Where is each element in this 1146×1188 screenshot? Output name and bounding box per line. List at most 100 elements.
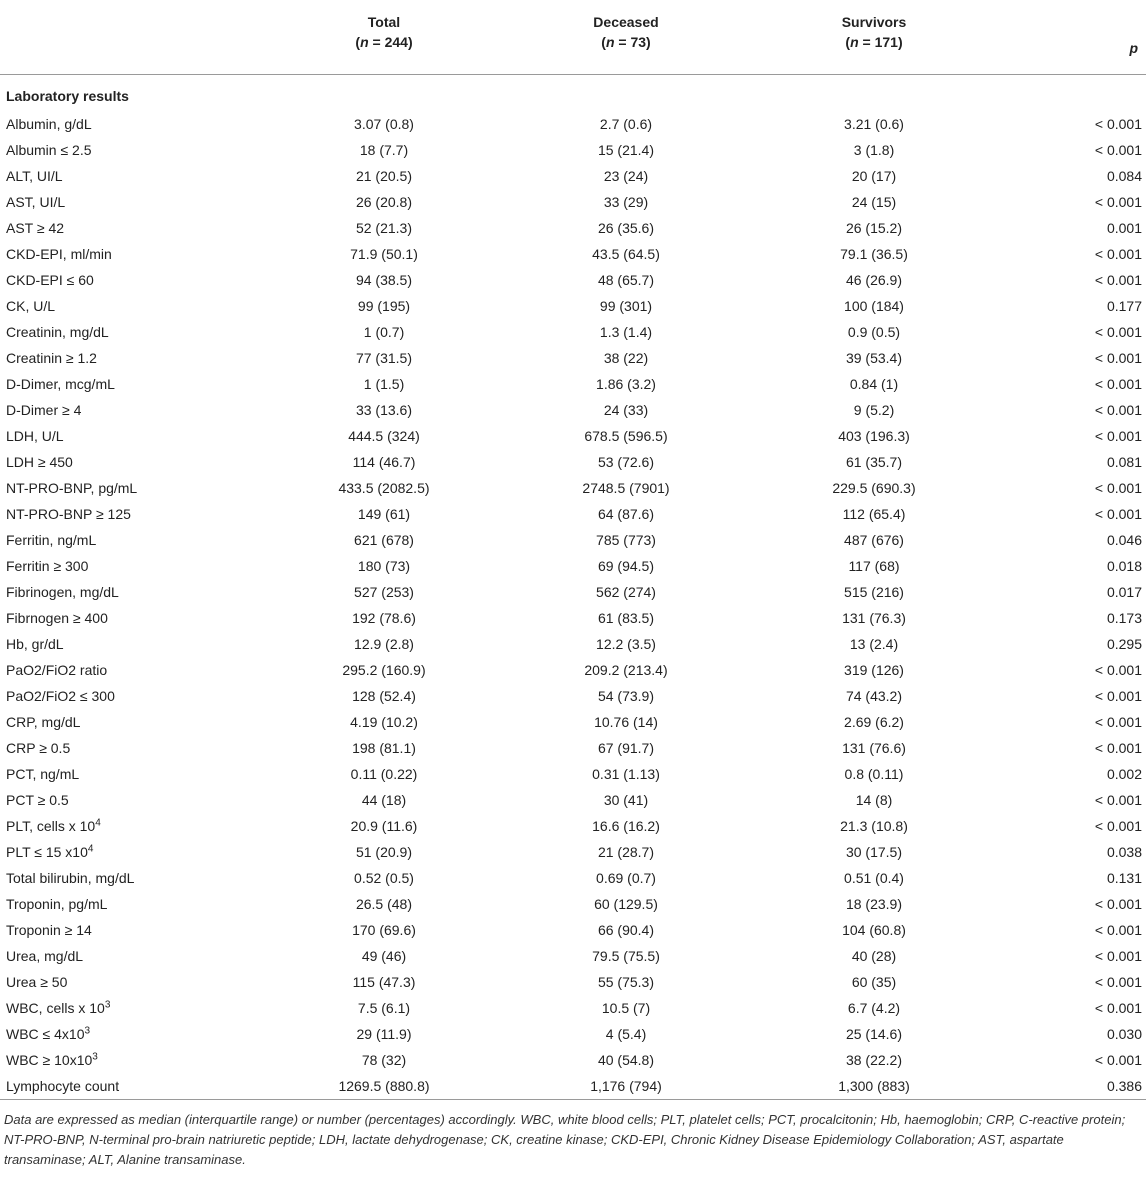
cell-total: 94 (38.5): [355, 272, 413, 288]
row-label-text: CRP, mg/dL: [6, 714, 81, 730]
cell-deceased: 0.69 (0.7): [596, 870, 656, 886]
cell-p-value: < 0.001: [1094, 922, 1142, 938]
row-label: WBC, cells x 103: [0, 995, 272, 1021]
cell-p-value: < 0.001: [1094, 116, 1142, 132]
cell-survivors: 3 (1.8): [853, 142, 895, 158]
cell-deceased: 10.5 (7): [601, 1000, 651, 1016]
cell-total: 170 (69.6): [352, 922, 416, 938]
cell-deceased: 67 (91.7): [597, 740, 655, 756]
row-label-text: PaO2/FiO2 ratio: [6, 662, 108, 678]
table-row: PaO2/FiO2 ≤ 300 128 (52.4) 54 (73.9) 74 (43…: [0, 683, 1146, 709]
row-label: Total bilirubin, mg/dL: [0, 865, 272, 891]
cell-deceased: 99 (301): [599, 298, 653, 314]
cell-survivors: 117 (68): [848, 558, 900, 574]
cell-survivors: 131 (76.3): [842, 610, 906, 626]
cell-total: 33 (13.6): [355, 402, 413, 418]
cell-survivors: 60 (35): [851, 974, 897, 990]
section-row: Laboratory results: [0, 75, 1146, 112]
cell-survivors: 30 (17.5): [845, 844, 903, 860]
row-label: Albumin, g/dL: [0, 111, 272, 137]
cell-survivors: 0.9 (0.5): [847, 324, 901, 340]
table-row: LDH ≥ 450 114 (46.7) 53 (72.6) 61 (35.7) 0.0…: [0, 449, 1146, 475]
row-label: Lymphocyte count: [0, 1073, 272, 1100]
row-label: WBC ≥ 10x103: [0, 1047, 272, 1073]
table-row: CKD-EPI, ml/min 71.9 (50.1) 43.5 (64.5) 79.…: [0, 241, 1146, 267]
row-label-exponent: 3: [104, 999, 111, 1011]
header-survivors: Survivors: [841, 14, 907, 30]
table-row: CRP ≥ 0.5 198 (81.1) 67 (91.7) 131 (76.6) < …: [0, 735, 1146, 761]
table-row: LDH, U/L 444.5 (324) 678.5 (596.5) 403 (196…: [0, 423, 1146, 449]
cell-survivors: 13 (2.4): [849, 636, 899, 652]
cell-survivors: 0.84 (1): [849, 376, 899, 392]
cell-deceased: 1.3 (1.4): [599, 324, 653, 340]
table-row: PaO2/FiO2 ratio 295.2 (160.9) 209.2 (213.4…: [0, 657, 1146, 683]
cell-p-value: 0.173: [1106, 610, 1142, 626]
cell-deceased: 1.86 (3.2): [596, 376, 656, 392]
total-n-text: (n = 244): [355, 34, 413, 50]
cell-total: 49 (46): [361, 948, 407, 964]
cell-total: 71.9 (50.1): [350, 246, 418, 262]
cell-deceased: 48 (65.7): [597, 272, 655, 288]
row-label-text: PCT, ng/mL: [6, 766, 80, 782]
cell-survivors: 0.51 (0.4): [844, 870, 904, 886]
cell-survivors: 21.3 (10.8): [840, 818, 908, 834]
header-deceased: Deceased: [593, 14, 659, 30]
cell-survivors: 515 (216): [844, 584, 904, 600]
row-label: AST, UI/L: [0, 189, 272, 215]
row-label: CK, U/L: [0, 293, 272, 319]
cell-total: 21 (20.5): [355, 168, 413, 184]
cell-deceased: 15 (21.4): [597, 142, 655, 158]
laboratory-results-table: Total Deceased Survivors (n = 244) (n = …: [0, 14, 1146, 1100]
row-label-text: Albumin, g/dL: [6, 116, 92, 132]
table-row: Hb, gr/dL 12.9 (2.8) 12.2 (3.5) 13 (2.4) 0.2…: [0, 631, 1146, 657]
cell-survivors: 3.21 (0.6): [844, 116, 904, 132]
row-label-text: D-Dimer, mcg/mL: [6, 376, 115, 392]
row-label: Ferritin ≥ 300: [0, 553, 272, 579]
cell-deceased: 23 (24): [603, 168, 649, 184]
row-label: PLT ≤ 15 x104: [0, 839, 272, 865]
cell-survivors: 319 (126): [844, 662, 904, 678]
section-title: Laboratory results: [6, 88, 129, 104]
cell-p-value: < 0.001: [1094, 194, 1142, 210]
table-row: Albumin, g/dL 3.07 (0.8) 2.7 (0.6) 3.21 (0.…: [0, 111, 1146, 137]
cell-deceased: 21 (28.7): [597, 844, 655, 860]
table-row: PCT, ng/mL 0.11 (0.22) 0.31 (1.13) 0.8 (0.1…: [0, 761, 1146, 787]
table-row: Ferritin, ng/mL 621 (678) 785 (773) 487 (67…: [0, 527, 1146, 553]
table-row: Troponin, pg/mL 26.5 (48) 60 (129.5) 18 (23…: [0, 891, 1146, 917]
cell-p-value: 0.177: [1106, 298, 1142, 314]
cell-deceased: 30 (41): [603, 792, 649, 808]
cell-total: 18 (7.7): [359, 142, 409, 158]
table-row: AST ≥ 42 52 (21.3) 26 (35.6) 26 (15.2) 0.001: [0, 215, 1146, 241]
cell-deceased: 53 (72.6): [597, 454, 655, 470]
cell-deceased: 24 (33): [603, 402, 649, 418]
cell-deceased: 61 (83.5): [597, 610, 655, 626]
row-label: PLT, cells x 104: [0, 813, 272, 839]
header-p: p: [992, 34, 1146, 75]
table-row: WBC ≥ 10x103 78 (32) 40 (54.8) 38 (22.2) < 0…: [0, 1047, 1146, 1073]
table-row: Albumin ≤ 2.5 18 (7.7) 15 (21.4) 3 (1.8) < 0…: [0, 137, 1146, 163]
cell-deceased: 54 (73.9): [597, 688, 655, 704]
row-label: PCT, ng/mL: [0, 761, 272, 787]
table-row: Troponin ≥ 14 170 (69.6) 66 (90.4) 104 (60.…: [0, 917, 1146, 943]
row-label-text: AST, UI/L: [6, 194, 66, 210]
row-label: Creatinin, mg/dL: [0, 319, 272, 345]
cell-p-value: 0.001: [1106, 220, 1142, 236]
row-label-text: NT-PRO-BNP, pg/mL: [6, 480, 138, 496]
cell-deceased: 0.31 (1.13): [592, 766, 660, 782]
table-row: Total bilirubin, mg/dL 0.52 (0.5) 0.69 (0.…: [0, 865, 1146, 891]
row-label-text: D-Dimer ≥ 4: [6, 402, 82, 418]
cell-p-value: < 0.001: [1094, 896, 1142, 912]
row-label-text: CKD-EPI ≤ 60: [6, 272, 94, 288]
row-label-exponent: 4: [87, 843, 94, 855]
row-label: CKD-EPI ≤ 60: [0, 267, 272, 293]
table-row: NT-PRO-BNP, pg/mL 433.5 (2082.5) 2748.5 (7…: [0, 475, 1146, 501]
cell-deceased: 66 (90.4): [597, 922, 655, 938]
cell-p-value: < 0.001: [1094, 662, 1142, 678]
row-label-text: WBC ≤ 4x10: [6, 1026, 85, 1042]
cell-deceased: 79.5 (75.5): [592, 948, 660, 964]
cell-p-value: < 0.001: [1094, 1052, 1142, 1068]
cell-total: 12.9 (2.8): [354, 636, 414, 652]
cell-total: 180 (73): [357, 558, 411, 574]
row-label-text: Urea, mg/dL: [6, 948, 84, 964]
cell-p-value: < 0.001: [1094, 376, 1142, 392]
